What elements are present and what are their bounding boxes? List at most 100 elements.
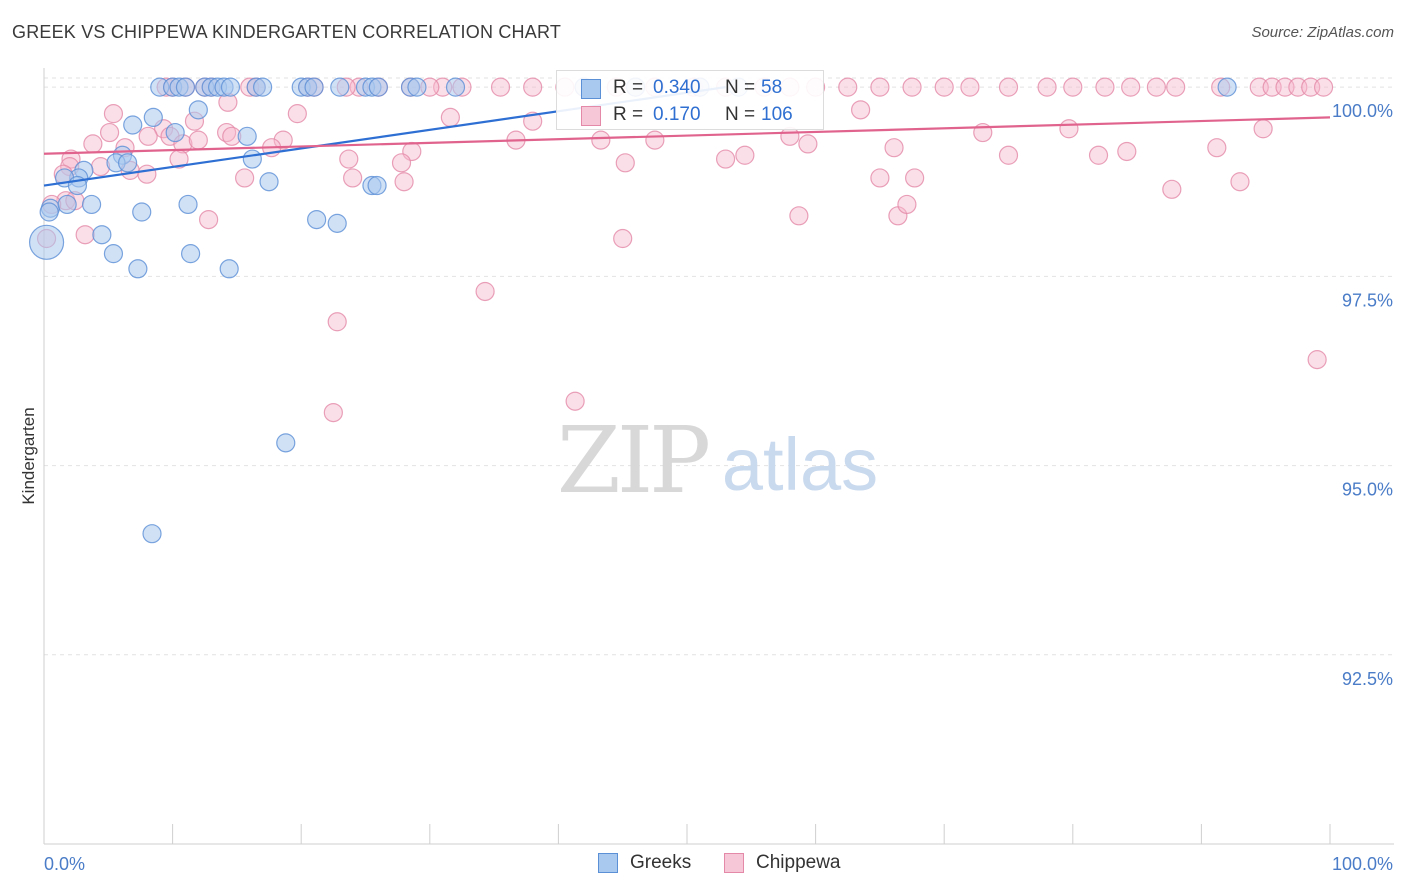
chippewa-point xyxy=(1230,172,1250,192)
chippewa-point xyxy=(287,104,307,124)
chippewa-point xyxy=(138,126,158,146)
legend-n-value: 58 xyxy=(761,77,783,98)
greeks-point xyxy=(28,224,65,260)
chippewa-point xyxy=(897,194,917,215)
greeks-point xyxy=(142,524,162,544)
legend-swatch-greeks xyxy=(598,853,618,873)
chippewa-point xyxy=(1121,77,1141,97)
legend-n-label: N = xyxy=(725,104,756,125)
stats-legend: R = 0.340 N = 58 R = 0.170 N = 106 xyxy=(556,70,824,130)
watermark: ZIP atlas xyxy=(557,407,878,514)
chippewa-point xyxy=(715,149,736,169)
greeks-point xyxy=(242,149,262,169)
legend-n-value: 106 xyxy=(761,104,793,125)
greeks-point xyxy=(445,77,466,97)
chippewa-point xyxy=(343,168,363,188)
legend-row-chippewa: R = 0.170 N = 106 xyxy=(557,102,823,128)
chippewa-point xyxy=(1095,77,1115,97)
chippewa-point xyxy=(998,145,1019,165)
chippewa-point xyxy=(1166,77,1186,97)
chart-title: GREEK VS CHIPPEWA KINDERGARTEN CORRELATI… xyxy=(12,22,562,42)
tick-labels: 100.0% 97.5% 95.0% 92.5% 0.0% 100.0% xyxy=(44,101,1393,874)
greeks-point xyxy=(103,244,124,264)
chippewa-point xyxy=(523,77,543,97)
greeks-point xyxy=(188,100,208,120)
chippewa-point xyxy=(960,77,980,97)
greeks-point xyxy=(181,244,201,264)
source-label: Source: ZipAtlas.com xyxy=(1251,24,1394,41)
greeks-point xyxy=(259,172,279,192)
legend-swatch-greeks xyxy=(581,79,601,99)
chippewa-point xyxy=(440,107,460,128)
legend-swatch-chippewa xyxy=(724,853,744,873)
chippewa-point xyxy=(902,77,922,97)
chippewa-point xyxy=(780,126,800,146)
chippewa-point xyxy=(1059,119,1079,139)
chippewa-point xyxy=(1313,77,1334,97)
greeks-point xyxy=(330,77,350,97)
chippewa-point xyxy=(235,168,255,188)
chippewa-point xyxy=(394,172,414,192)
greeks-point xyxy=(253,77,273,97)
chippewa-trend-line xyxy=(43,116,1331,155)
greeks-point xyxy=(307,209,327,230)
chippewa-point xyxy=(99,122,120,143)
chippewa-point xyxy=(998,77,1019,97)
chippewa-point xyxy=(645,130,665,150)
greeks-point xyxy=(276,433,296,453)
greeks-point xyxy=(132,202,152,222)
chippewa-point xyxy=(905,168,925,188)
greeks-point xyxy=(123,115,143,135)
watermark-atlas: atlas xyxy=(722,423,878,506)
legend-swatch-chippewa xyxy=(581,106,601,126)
legend-label-greeks: Greeks xyxy=(630,852,692,873)
y-tick-label: 95.0% xyxy=(1342,480,1393,500)
chippewa-point xyxy=(339,149,359,169)
chippewa-point xyxy=(789,206,809,226)
legend-r-value: 0.340 xyxy=(653,77,701,98)
legend-r-label: R = xyxy=(613,104,644,125)
chippewa-point xyxy=(323,402,343,423)
y-tick-label: 100.0% xyxy=(1332,101,1393,121)
chippewa-point xyxy=(83,134,103,154)
chippewa-point xyxy=(61,149,81,169)
chippewa-point xyxy=(870,168,890,188)
greeks-point xyxy=(304,77,324,97)
chippewa-point xyxy=(1037,77,1057,97)
greeks-point xyxy=(367,175,387,196)
chippewa-point xyxy=(188,130,208,150)
greeks-point xyxy=(39,202,59,222)
greeks-point xyxy=(57,194,77,215)
y-tick-label: 97.5% xyxy=(1342,290,1393,310)
chippewa-point xyxy=(1063,77,1083,97)
axes xyxy=(43,68,1394,845)
greeks-point xyxy=(237,126,257,146)
chippewa-point xyxy=(735,145,755,165)
chippewa-point xyxy=(75,225,95,245)
chippewa-point xyxy=(1088,145,1109,165)
chippewa-point xyxy=(1207,138,1227,158)
greeks-point xyxy=(175,77,196,97)
y-axis-title: Kindergarten xyxy=(19,407,38,504)
chippewa-point xyxy=(1117,141,1137,162)
greeks-point xyxy=(407,77,427,97)
chippewa-point xyxy=(870,77,890,97)
greeks-point xyxy=(143,107,163,128)
chippewa-point xyxy=(391,153,412,173)
chippewa-point xyxy=(798,134,818,154)
legend-r-label: R = xyxy=(613,77,644,98)
chippewa-point xyxy=(137,164,157,184)
x-tick-label: 100.0% xyxy=(1332,854,1393,874)
legend-r-value: 0.170 xyxy=(653,104,701,125)
chippewa-point xyxy=(615,153,635,173)
greeks-point xyxy=(117,153,138,173)
chippewa-point xyxy=(1146,77,1166,97)
chippewa-point xyxy=(475,281,495,302)
greeks-point xyxy=(219,259,239,279)
x-tick-label: 0.0% xyxy=(44,854,85,874)
chippewa-point xyxy=(1162,179,1182,199)
greeks-point xyxy=(81,194,102,215)
chippewa-point xyxy=(327,312,347,332)
greeks-point xyxy=(368,77,388,97)
legend-row-greeks: R = 0.340 N = 58 xyxy=(557,75,823,101)
